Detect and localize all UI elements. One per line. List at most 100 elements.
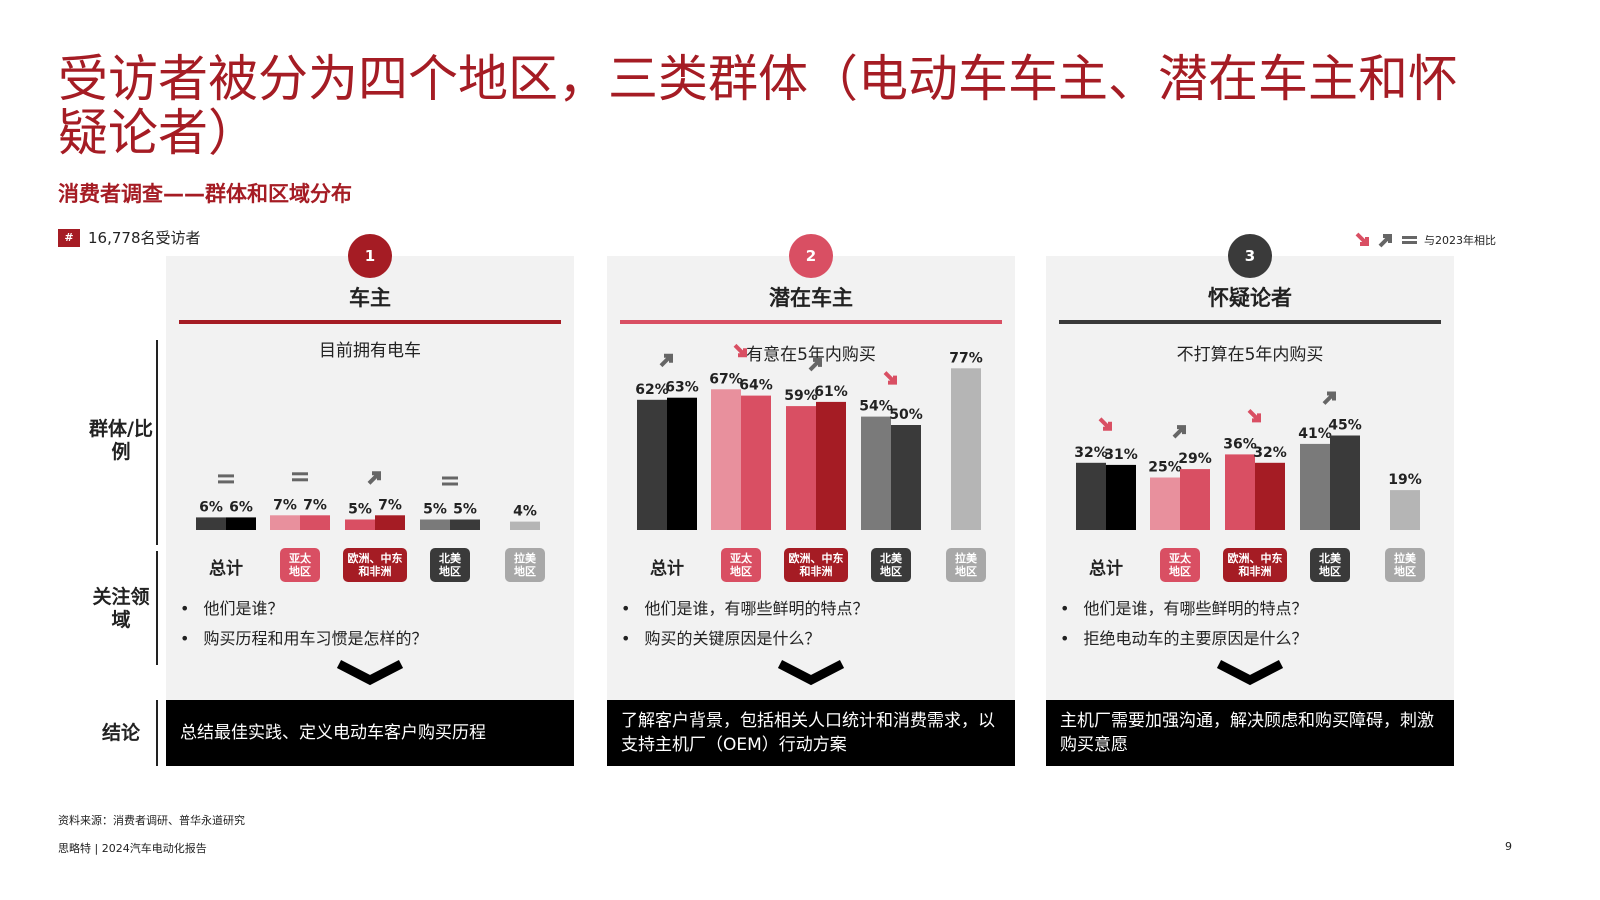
focus-list: 他们是谁？ 购买历程和用车习惯是怎样的？: [180, 594, 427, 654]
panel-skeptics: 3 怀疑论者 不打算在5年内购买 32% 31% 总计 25% 29% 亚太 地区 36% 32…: [1046, 234, 1454, 704]
focus-item: 购买历程和用车习惯是怎样的？: [180, 624, 427, 654]
region-badge-text: 地区: [514, 564, 536, 578]
region-badge-text: 亚太: [1169, 551, 1192, 565]
bar: [1330, 435, 1360, 530]
region-badge-text: 亚太: [730, 551, 753, 565]
arrow-up-icon: [1322, 391, 1336, 405]
bar: [667, 397, 697, 530]
hash-icon: #: [58, 228, 80, 247]
data-label: 45%: [1328, 418, 1362, 434]
focus-item: 他们是谁？: [180, 594, 427, 624]
panel-number: 3: [1228, 234, 1272, 278]
bar: [951, 368, 981, 530]
region-badge-text: 拉美: [514, 551, 537, 565]
equal-icon: [1402, 236, 1417, 244]
page-title: 受访者被分为四个地区，三类群体（电动车车主、潜在车主和怀疑论者）: [58, 50, 1458, 162]
conclusion-box: 主机厂需要加强沟通，解决顾虑和购买障碍，刺激购买意愿: [1046, 700, 1454, 766]
arrow-down-icon: [883, 371, 897, 385]
region-badge-text: 北美: [1319, 551, 1342, 565]
panel-description: 有意在5年内购买: [746, 345, 876, 365]
page-subtitle: 消费者调查——群体和区域分布: [58, 182, 352, 206]
row-label-focus: 关注领域: [92, 586, 150, 631]
region-badge-text: 拉美: [955, 551, 978, 565]
chart-skeptics: 32%31%总计25%29%亚太地区36%32%欧洲、中东和非洲41%45%北美…: [1074, 391, 1425, 582]
data-label: 63%: [665, 380, 699, 396]
data-label: 32%: [1253, 445, 1287, 461]
data-label: 7%: [273, 497, 297, 513]
row-divider: [156, 551, 158, 665]
chevron-down-icon: [777, 660, 845, 686]
data-label: 77%: [949, 350, 983, 366]
data-label: 29%: [1178, 451, 1212, 467]
bar: [345, 519, 375, 530]
panel-title: 潜在车主: [769, 286, 853, 310]
data-label: 32%: [1074, 445, 1108, 461]
panel-description: 不打算在5年内购买: [1176, 345, 1324, 365]
data-label: 5%: [348, 502, 372, 518]
bar: [861, 416, 891, 530]
conclusion-box: 了解客户背景，包括相关人口统计和消费需求，以支持主机厂（OEM）行动方案: [607, 700, 1015, 766]
bar: [375, 515, 405, 530]
trend-legend: 与2023年相比: [1355, 232, 1496, 248]
focus-item: 拒绝电动车的主要原因是什么？: [1060, 624, 1307, 654]
panel-divider: [179, 320, 561, 324]
bar: [1106, 464, 1136, 530]
region-badge-text: 地区: [1319, 564, 1341, 578]
region-badge-text: 和非洲: [1239, 564, 1272, 578]
bar: [711, 389, 741, 530]
bar: [1390, 490, 1420, 530]
data-label: 5%: [423, 502, 447, 518]
data-label: 59%: [784, 388, 818, 404]
region-badge-text: 地区: [730, 564, 752, 578]
focus-item: 购买的关键原因是什么？: [621, 624, 868, 654]
data-label: 25%: [1148, 460, 1182, 476]
bar: [270, 515, 300, 530]
row-label-conclusion: 结论: [101, 722, 140, 744]
region-label: 总计: [1089, 558, 1123, 579]
arrow-up-icon: [1378, 234, 1392, 248]
arrow-down-icon: [1355, 232, 1369, 246]
equal-icon: [292, 472, 308, 482]
bar: [226, 517, 256, 530]
footer-text: 思略特 | 2024汽车电动化报告: [58, 842, 207, 855]
bar: [1150, 477, 1180, 530]
region-badge-text: 亚太: [289, 551, 312, 565]
data-label: 6%: [199, 499, 223, 515]
equal-icon: [442, 476, 458, 486]
region-badge-text: 地区: [955, 564, 977, 578]
data-label: 4%: [513, 504, 537, 520]
data-label: 7%: [303, 497, 327, 513]
data-label: 54%: [859, 399, 893, 415]
panel-title: 车主: [349, 286, 391, 310]
data-label: 36%: [1223, 436, 1257, 452]
bar: [1255, 462, 1285, 530]
data-label: 62%: [635, 382, 669, 398]
arrow-up-icon: [367, 471, 381, 485]
data-label: 50%: [889, 407, 923, 423]
arrow-down-icon: [733, 343, 747, 358]
bar: [450, 519, 480, 530]
region-label: 总计: [650, 558, 684, 579]
bar: [1076, 462, 1106, 530]
arrow-up-icon: [1172, 425, 1186, 439]
respondents-text: 16,778名受访者: [88, 229, 201, 247]
data-label: 6%: [229, 499, 253, 515]
bar: [1225, 454, 1255, 530]
source-note: 资料来源：消费者调研、普华永道研究: [58, 814, 245, 827]
focus-item: 他们是谁，有哪些鲜明的特点？: [621, 594, 868, 624]
row-divider: [156, 700, 158, 766]
conclusion-box: 总结最佳实践、定义电动车客户购买历程: [166, 700, 574, 766]
region-badge-text: 欧洲、中东: [348, 551, 403, 565]
region-label: 总计: [209, 558, 243, 579]
focus-list: 他们是谁，有哪些鲜明的特点？ 购买的关键原因是什么？: [621, 594, 868, 654]
bar: [891, 425, 921, 530]
bar: [786, 406, 816, 530]
region-badge-text: 和非洲: [800, 564, 833, 578]
region-badge-text: 和非洲: [359, 564, 392, 578]
region-badge-text: 地区: [1394, 564, 1416, 578]
